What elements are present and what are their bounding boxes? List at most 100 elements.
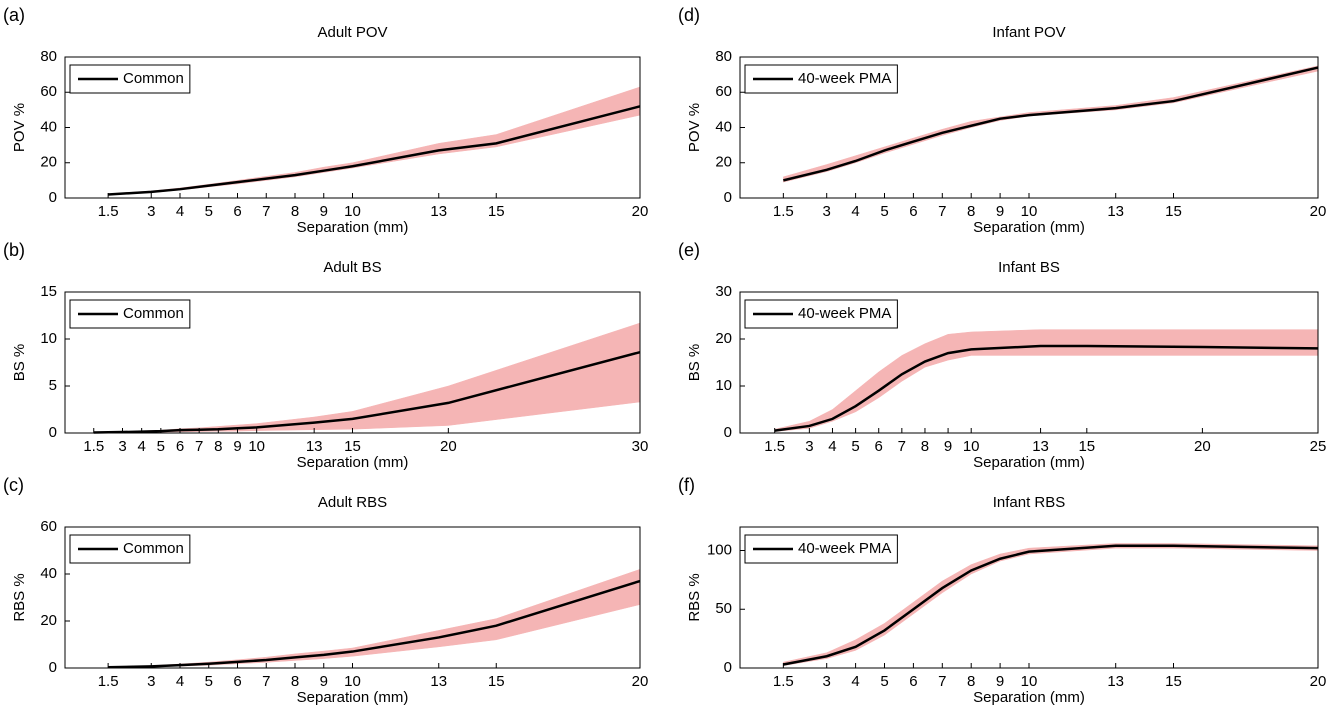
- x-tick-label: 4: [176, 203, 184, 220]
- x-tick-label: 4: [851, 203, 859, 220]
- x-tick-label: 3: [147, 203, 155, 220]
- x-tick-label: 13: [430, 673, 447, 690]
- y-axis-label: RBS %: [11, 573, 28, 621]
- x-tick-label: 15: [488, 203, 505, 220]
- x-tick-label: 8: [214, 438, 222, 455]
- y-tick-label: 40: [715, 118, 732, 135]
- panel-label: (f): [678, 475, 695, 495]
- chart-title: Adult POV: [317, 24, 387, 41]
- legend: 40-week PMA: [744, 64, 898, 94]
- x-tick-label: 5: [157, 438, 165, 455]
- x-tick-label: 13: [430, 203, 447, 220]
- y-tick-label: 20: [40, 154, 57, 171]
- chart-title: Infant RBS: [993, 494, 1066, 511]
- y-tick-label: 60: [40, 518, 57, 535]
- x-axis-label: Separation (mm): [973, 454, 1085, 471]
- legend-label: 40-week PMA: [798, 540, 891, 557]
- x-tick-label: 20: [632, 673, 649, 690]
- y-tick-label: 40: [40, 565, 57, 582]
- panel-label: (d): [678, 5, 700, 25]
- x-tick-label: 10: [344, 203, 361, 220]
- legend-label: Common: [123, 305, 184, 322]
- x-tick-label: 7: [262, 203, 270, 220]
- panel-label: (a): [3, 5, 25, 25]
- x-tick-label: 5: [205, 203, 213, 220]
- chart-title: Infant BS: [998, 259, 1060, 276]
- panel-label: (b): [3, 240, 25, 260]
- y-tick-label: 5: [49, 377, 57, 394]
- panel-label: (e): [678, 240, 700, 260]
- y-tick-label: 0: [49, 659, 57, 676]
- chart-title: Adult RBS: [318, 494, 387, 511]
- x-axis-label: Separation (mm): [297, 219, 409, 236]
- y-tick-label: 0: [724, 424, 732, 441]
- x-tick-label: 13: [306, 438, 323, 455]
- x-tick-label: 13: [1032, 438, 1049, 455]
- x-tick-label: 15: [488, 673, 505, 690]
- x-tick-label: 20: [440, 438, 457, 455]
- x-tick-label: 8: [967, 203, 975, 220]
- x-axis-label: Separation (mm): [973, 689, 1085, 706]
- x-tick-label: 3: [823, 203, 831, 220]
- x-tick-label: 9: [320, 203, 328, 220]
- x-tick-label: 7: [898, 438, 906, 455]
- x-tick-label: 5: [880, 673, 888, 690]
- mean-line: [774, 344, 1319, 432]
- x-tick-label: 15: [1078, 438, 1095, 455]
- x-axis-label: Separation (mm): [973, 219, 1085, 236]
- y-tick-label: 80: [40, 48, 57, 65]
- x-axis-label: Separation (mm): [297, 454, 409, 471]
- axes-frame: [739, 291, 1319, 434]
- x-tick-label: 3: [118, 438, 126, 455]
- x-tick-label: 4: [137, 438, 145, 455]
- legend: Common: [69, 64, 191, 94]
- x-tick-label: 1.5: [98, 203, 119, 220]
- x-tick-label: 4: [851, 673, 859, 690]
- x-tick-label: 15: [344, 438, 361, 455]
- x-tick-label: 8: [291, 203, 299, 220]
- chart-title: Infant POV: [992, 24, 1065, 41]
- y-axis-label: POV %: [686, 103, 703, 152]
- x-tick-label: 25: [1310, 438, 1327, 455]
- x-tick-label: 9: [320, 673, 328, 690]
- x-tick-label: 5: [851, 438, 859, 455]
- y-tick-label: 50: [715, 600, 732, 617]
- x-tick-label: 13: [1107, 203, 1124, 220]
- x-tick-label: 6: [875, 438, 883, 455]
- y-axis-label: BS %: [11, 344, 28, 382]
- x-tick-label: 8: [921, 438, 929, 455]
- x-tick-label: 20: [1310, 203, 1327, 220]
- x-tick-label: 10: [963, 438, 980, 455]
- chart-title: Adult BS: [323, 259, 381, 276]
- x-tick-label: 9: [996, 673, 1004, 690]
- legend: Common: [69, 534, 191, 564]
- panel-label: (c): [3, 475, 24, 495]
- mean-line: [108, 579, 641, 669]
- y-tick-label: 20: [40, 612, 57, 629]
- x-tick-label: 9: [944, 438, 952, 455]
- confidence-band: [107, 86, 641, 196]
- x-tick-label: 10: [248, 438, 265, 455]
- x-tick-label: 15: [1165, 673, 1182, 690]
- x-tick-label: 8: [967, 673, 975, 690]
- legend-label: Common: [123, 540, 184, 557]
- x-tick-label: 20: [632, 203, 649, 220]
- y-tick-label: 0: [724, 659, 732, 676]
- y-tick-label: 20: [715, 154, 732, 171]
- x-tick-label: 1.5: [98, 673, 119, 690]
- x-tick-label: 4: [176, 673, 184, 690]
- mean-line: [783, 66, 1319, 182]
- y-axis-label: BS %: [686, 344, 703, 382]
- x-tick-label: 3: [823, 673, 831, 690]
- y-tick-label: 40: [40, 118, 57, 135]
- x-tick-label: 30: [632, 438, 649, 455]
- x-tick-label: 4: [828, 438, 836, 455]
- x-tick-label: 10: [344, 673, 361, 690]
- x-tick-label: 6: [233, 203, 241, 220]
- y-axis-label: RBS %: [686, 573, 703, 621]
- x-tick-label: 7: [195, 438, 203, 455]
- mean-line: [108, 105, 641, 196]
- x-tick-label: 9: [233, 438, 241, 455]
- y-tick-label: 30: [715, 283, 732, 300]
